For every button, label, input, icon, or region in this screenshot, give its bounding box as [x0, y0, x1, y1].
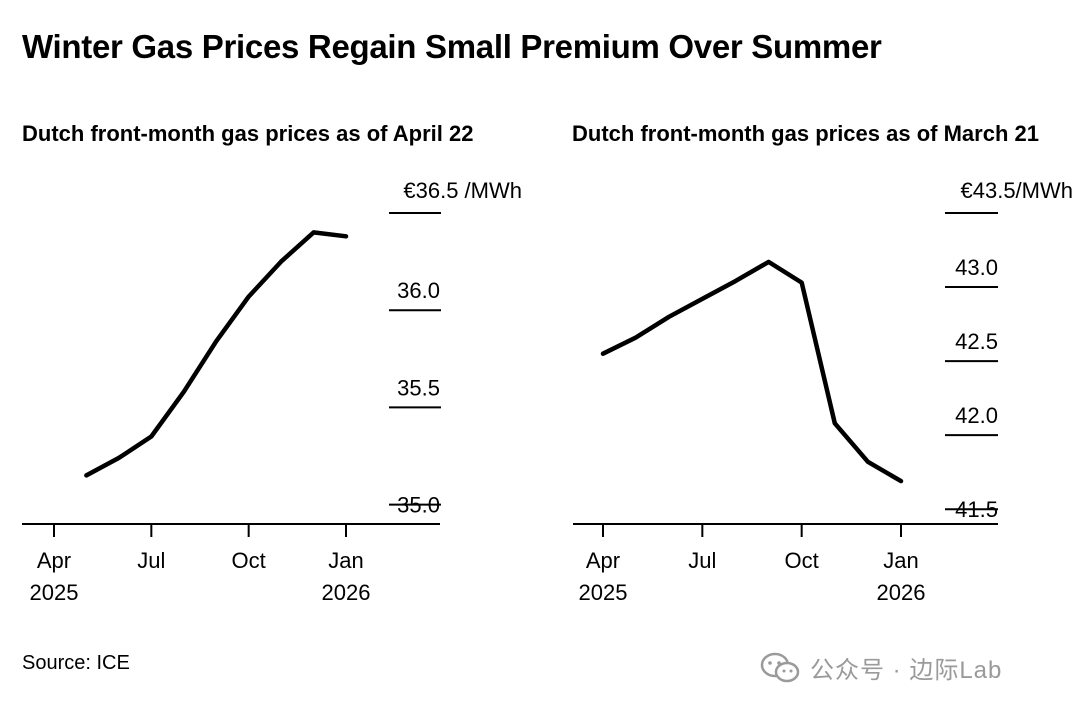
right-chart-subtitle: Dutch front-month gas prices as of March…: [572, 121, 1039, 146]
x-tick-sublabel: 2026: [322, 580, 371, 605]
price-line: [600, 259, 904, 484]
x-tick-label: Jan: [328, 548, 363, 573]
source-note: Source: ICE: [22, 652, 130, 674]
x-tick-label: Apr: [586, 548, 620, 573]
x-tick-label: Oct: [232, 548, 266, 573]
y-tick-label: 42.5: [955, 329, 998, 354]
x-tick-label: Apr: [37, 548, 71, 573]
chart-title: Winter Gas Prices Regain Small Premium O…: [22, 28, 882, 65]
y-tick-label: 41.5: [955, 497, 998, 522]
left-chart-subtitle: Dutch front-month gas prices as of April…: [22, 121, 474, 146]
x-tick-sublabel: 2025: [579, 580, 628, 605]
watermark-text: 公众号 · 边际Lab: [810, 657, 1003, 684]
x-tick-sublabel: 2026: [877, 580, 926, 605]
wechat-icon: [760, 652, 800, 682]
unit-label: €36.5 /MWh: [403, 178, 522, 203]
x-tick-label: Jan: [883, 548, 918, 573]
x-tick-label: Jul: [137, 548, 165, 573]
price-line: [84, 230, 349, 478]
x-tick-label: Oct: [785, 548, 819, 573]
y-tick-label: 35.5: [397, 375, 440, 400]
y-tick-label: 35.0: [397, 493, 440, 518]
watermark: 公众号 · 边际Lab: [760, 650, 1002, 685]
y-tick-label: 36.0: [397, 278, 440, 303]
x-tick-sublabel: 2025: [30, 580, 79, 605]
y-tick-label: 43.0: [955, 255, 998, 280]
unit-label: €43.5/MWh: [961, 178, 1074, 203]
x-tick-label: Jul: [688, 548, 716, 573]
y-tick-label: 42.0: [955, 403, 998, 428]
